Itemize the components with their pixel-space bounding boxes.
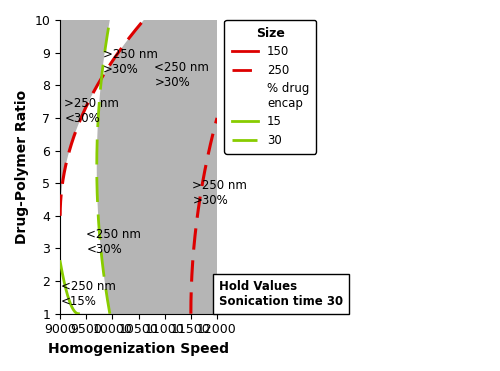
Text: >250 nm
<30%: >250 nm <30%: [64, 97, 119, 125]
Y-axis label: Drug-Polymer Ratio: Drug-Polymer Ratio: [15, 90, 29, 244]
Legend: 150, 250, % drug
encap, 15, 30: 150, 250, % drug encap, 15, 30: [224, 20, 316, 154]
Polygon shape: [60, 262, 78, 314]
Text: <250 nm
<30%: <250 nm <30%: [86, 228, 141, 256]
X-axis label: Homogenization Speed: Homogenization Speed: [48, 342, 229, 356]
Text: >250 nm
>30%: >250 nm >30%: [192, 179, 248, 207]
Polygon shape: [60, 20, 144, 314]
Text: <250 nm
<15%: <250 nm <15%: [61, 280, 116, 308]
Text: <250 nm
>30%: <250 nm >30%: [154, 62, 209, 89]
Text: >250 nm
>30%: >250 nm >30%: [103, 49, 158, 76]
Text: Hold Values
Sonication time 30: Hold Values Sonication time 30: [218, 280, 342, 308]
